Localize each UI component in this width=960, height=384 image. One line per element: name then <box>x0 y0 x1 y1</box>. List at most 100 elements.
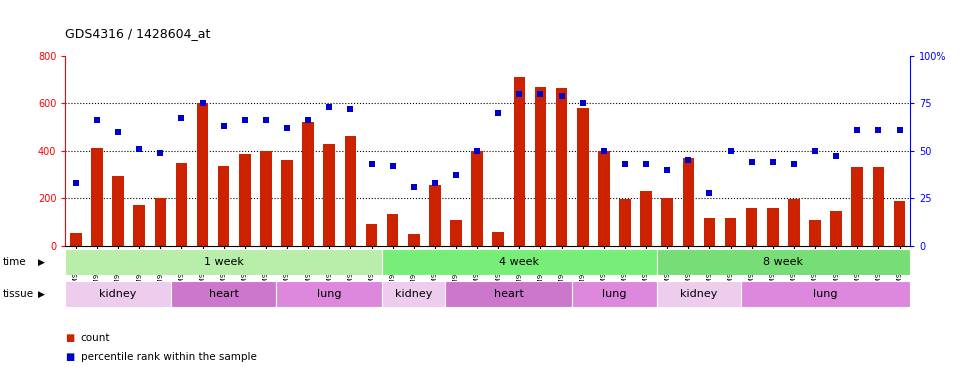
Point <box>807 148 823 154</box>
Point <box>258 117 274 123</box>
Bar <box>65 249 382 275</box>
Bar <box>429 185 441 246</box>
Bar <box>171 281 276 307</box>
Bar <box>598 151 610 246</box>
Bar <box>830 211 842 246</box>
Bar <box>450 220 462 246</box>
Text: count: count <box>81 333 110 343</box>
Point <box>702 189 717 195</box>
Bar <box>683 158 694 246</box>
Text: ▶: ▶ <box>38 258 45 267</box>
Point <box>828 153 844 159</box>
Bar <box>239 154 251 246</box>
Point <box>469 148 485 154</box>
Point <box>575 100 590 106</box>
Text: 8 week: 8 week <box>763 257 804 267</box>
Point <box>892 127 907 133</box>
Bar <box>535 86 546 246</box>
Point <box>300 117 316 123</box>
Point <box>786 161 802 167</box>
Bar <box>387 214 398 246</box>
Point <box>448 172 464 179</box>
Text: 4 week: 4 week <box>499 257 540 267</box>
Bar <box>492 232 504 246</box>
Point <box>322 104 337 110</box>
Point <box>744 159 759 165</box>
Bar <box>572 281 657 307</box>
Bar <box>704 218 715 246</box>
Text: kidney: kidney <box>100 289 136 299</box>
Bar <box>852 167 863 246</box>
Point <box>153 149 168 156</box>
Point <box>89 117 105 123</box>
Bar <box>133 205 145 246</box>
Text: heart: heart <box>493 289 524 299</box>
Bar <box>382 249 657 275</box>
Bar <box>218 166 229 246</box>
Point <box>343 106 358 112</box>
Point <box>216 123 231 129</box>
Bar <box>556 88 567 246</box>
Bar <box>746 208 757 246</box>
Bar <box>657 281 741 307</box>
Point <box>660 167 675 173</box>
Bar <box>155 198 166 246</box>
Point <box>68 180 84 186</box>
Text: kidney: kidney <box>681 289 717 299</box>
Bar <box>281 160 293 246</box>
Bar <box>873 167 884 246</box>
Bar <box>894 200 905 246</box>
Point <box>596 148 612 154</box>
Bar <box>70 233 82 246</box>
Bar <box>661 198 673 246</box>
Bar <box>366 224 377 246</box>
Bar <box>65 281 171 307</box>
Point <box>364 161 379 167</box>
Point <box>638 161 654 167</box>
Text: lung: lung <box>602 289 627 299</box>
Bar <box>725 218 736 246</box>
Bar <box>640 191 652 246</box>
Bar <box>112 175 124 246</box>
Point <box>385 163 400 169</box>
Bar <box>471 151 483 246</box>
Point <box>427 180 443 186</box>
Bar <box>619 199 631 246</box>
Bar <box>445 281 572 307</box>
Point <box>132 146 147 152</box>
Point <box>110 129 126 135</box>
Point <box>279 125 295 131</box>
Bar <box>809 220 821 246</box>
Point <box>723 148 738 154</box>
Bar <box>741 281 910 307</box>
Text: GDS4316 / 1428604_at: GDS4316 / 1428604_at <box>65 27 210 40</box>
Text: percentile rank within the sample: percentile rank within the sample <box>81 352 256 362</box>
Text: kidney: kidney <box>396 289 432 299</box>
Bar <box>657 249 910 275</box>
Text: lung: lung <box>317 289 342 299</box>
Point <box>850 127 865 133</box>
Bar <box>514 77 525 246</box>
Point <box>406 184 421 190</box>
Text: ▶: ▶ <box>38 290 45 299</box>
Bar <box>276 281 382 307</box>
Bar <box>260 151 272 246</box>
Bar <box>345 136 356 246</box>
Text: tissue: tissue <box>3 289 34 299</box>
Point <box>491 110 506 116</box>
Bar <box>788 199 800 246</box>
Bar <box>176 162 187 246</box>
Bar <box>382 281 445 307</box>
Point <box>871 127 886 133</box>
Point <box>195 100 210 106</box>
Text: heart: heart <box>208 289 239 299</box>
Point <box>617 161 633 167</box>
Point <box>237 117 252 123</box>
Bar <box>577 108 588 246</box>
Point <box>174 115 189 121</box>
Bar <box>197 103 208 246</box>
Text: 1 week: 1 week <box>204 257 244 267</box>
Point <box>765 159 780 165</box>
Text: time: time <box>3 257 27 267</box>
Point <box>512 91 527 97</box>
